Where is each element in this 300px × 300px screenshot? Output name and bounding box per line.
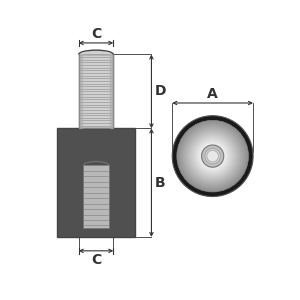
Circle shape — [211, 154, 214, 158]
Circle shape — [210, 154, 215, 158]
Circle shape — [195, 138, 231, 174]
Circle shape — [203, 147, 222, 166]
Circle shape — [193, 136, 232, 176]
Circle shape — [202, 145, 224, 167]
Circle shape — [198, 141, 228, 171]
Polygon shape — [83, 165, 109, 228]
Circle shape — [192, 136, 233, 176]
Circle shape — [180, 123, 245, 189]
Circle shape — [208, 151, 218, 161]
Text: B: B — [155, 176, 166, 190]
Circle shape — [195, 139, 230, 173]
Circle shape — [201, 145, 224, 167]
Circle shape — [186, 130, 239, 182]
Circle shape — [202, 146, 224, 167]
Circle shape — [205, 148, 220, 164]
Circle shape — [194, 138, 231, 175]
Circle shape — [178, 122, 247, 190]
Circle shape — [189, 133, 236, 179]
Circle shape — [190, 134, 235, 179]
Circle shape — [188, 131, 238, 181]
Circle shape — [196, 140, 230, 173]
Circle shape — [184, 128, 241, 184]
Circle shape — [181, 124, 244, 188]
Circle shape — [179, 123, 246, 190]
Circle shape — [204, 148, 221, 164]
Circle shape — [202, 146, 223, 166]
Circle shape — [183, 127, 242, 185]
Circle shape — [197, 141, 228, 172]
Circle shape — [200, 143, 226, 169]
Circle shape — [182, 125, 244, 187]
Circle shape — [198, 142, 227, 170]
Circle shape — [189, 132, 236, 180]
Circle shape — [207, 151, 218, 161]
Circle shape — [206, 150, 219, 163]
Circle shape — [188, 132, 237, 181]
Text: C: C — [91, 27, 101, 41]
Circle shape — [209, 152, 216, 160]
Circle shape — [210, 153, 216, 159]
Circle shape — [206, 149, 220, 163]
Circle shape — [207, 150, 219, 162]
Polygon shape — [79, 50, 113, 55]
Circle shape — [208, 152, 217, 160]
Circle shape — [191, 135, 234, 178]
Circle shape — [204, 147, 222, 165]
Polygon shape — [79, 55, 113, 128]
Circle shape — [205, 148, 220, 164]
Circle shape — [185, 129, 240, 184]
Circle shape — [199, 142, 226, 170]
Circle shape — [183, 126, 242, 186]
Circle shape — [187, 130, 238, 182]
Circle shape — [177, 121, 248, 191]
Circle shape — [186, 129, 239, 183]
Circle shape — [172, 116, 253, 196]
Circle shape — [201, 144, 225, 168]
Circle shape — [196, 140, 229, 172]
Circle shape — [182, 126, 243, 187]
Circle shape — [184, 128, 241, 185]
Circle shape — [212, 155, 214, 157]
Text: D: D — [154, 84, 166, 98]
Text: C: C — [91, 253, 101, 267]
Circle shape — [190, 134, 235, 178]
Circle shape — [178, 122, 247, 191]
Text: A: A — [207, 87, 218, 101]
Polygon shape — [57, 128, 135, 237]
Circle shape — [180, 124, 245, 188]
Circle shape — [212, 155, 213, 157]
Circle shape — [192, 135, 233, 177]
Circle shape — [207, 150, 218, 162]
Circle shape — [194, 137, 232, 175]
Circle shape — [177, 120, 248, 192]
Circle shape — [200, 144, 225, 169]
